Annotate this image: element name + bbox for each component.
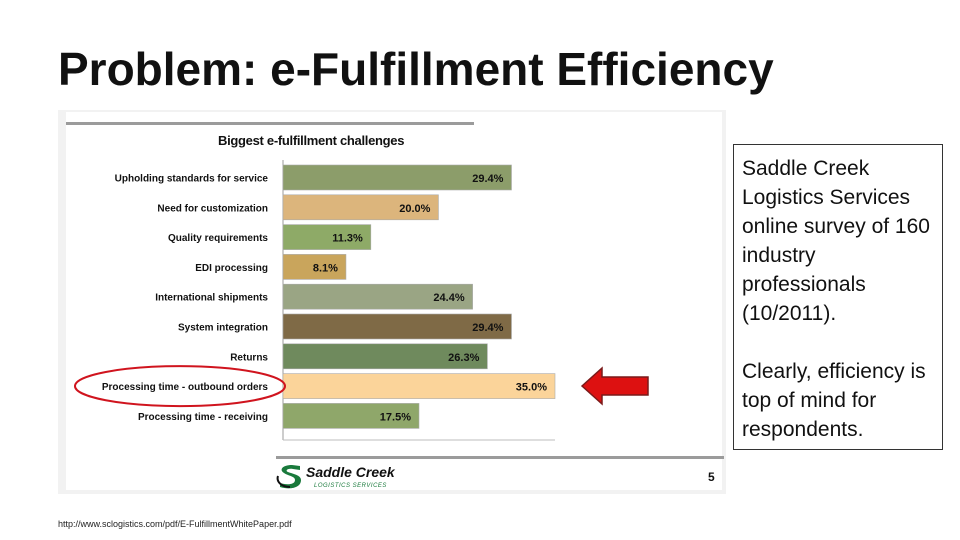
logo-name: Saddle Creek <box>306 464 396 480</box>
chart-panel: Biggest e-fulfillment challenges 29.4% Up… <box>58 110 726 494</box>
bar-chart: 29.4% Upholding standards for service 20.0… <box>74 160 556 441</box>
bar <box>282 283 473 310</box>
survey-note: Saddle Creek Logistics Services online s… <box>733 144 943 450</box>
red-arrow-icon <box>580 366 649 406</box>
bar-value-label: 29.4% <box>472 322 503 334</box>
category-label: Processing time - outbound orders <box>102 382 269 393</box>
category-label: Upholding standards for service <box>115 174 269 185</box>
category-label: Quality requirements <box>168 233 268 244</box>
logo-tagline: LOGISTICS SERVICES <box>314 483 387 489</box>
bar-value-label: 24.4% <box>433 292 464 304</box>
bar <box>282 403 420 429</box>
logo-shadow-icon <box>276 475 291 488</box>
category-label: EDI processing <box>195 263 268 274</box>
bar-value-label: 20.0% <box>399 203 430 215</box>
highlight-ellipse <box>74 365 286 408</box>
source-url: http://www.sclogistics.com/pdf/E-Fulfill… <box>58 519 292 529</box>
bar-value-label: 35.0% <box>516 382 547 394</box>
category-label: Processing time - receiving <box>138 412 268 423</box>
bar <box>282 254 347 280</box>
category-label: Need for customization <box>157 203 268 214</box>
bar-value-label: 26.3% <box>448 352 479 364</box>
saddle-creek-logo: Saddle Creek LOGISTICS SERVICES <box>276 464 396 489</box>
page-number: 5 <box>708 470 715 484</box>
category-label: International shipments <box>155 293 268 304</box>
bar <box>282 313 512 340</box>
survey-note-paragraph-2: Clearly, efficiency is top of mind for r… <box>742 360 926 441</box>
bar <box>282 164 512 191</box>
bottom-rule <box>276 456 724 459</box>
bar-value-label: 29.4% <box>472 173 503 185</box>
survey-note-paragraph-1: Saddle Creek Logistics Services online s… <box>742 157 930 325</box>
slide-title: Problem: e-Fulfillment Efficiency <box>58 43 774 95</box>
bar <box>282 224 372 250</box>
bar <box>282 343 488 370</box>
bar-value-label: 8.1% <box>313 262 338 274</box>
category-label: Returns <box>230 352 268 363</box>
bar-value-label: 17.5% <box>380 411 411 423</box>
bar <box>282 373 556 399</box>
top-rule <box>66 122 474 125</box>
bar <box>282 194 439 221</box>
logo-swoosh-icon <box>280 465 301 489</box>
category-label: System integration <box>178 323 268 334</box>
chart-title: Biggest e-fulfillment challenges <box>218 133 405 148</box>
bar-value-label: 11.3% <box>332 233 363 245</box>
paragraph-gap <box>742 328 934 357</box>
